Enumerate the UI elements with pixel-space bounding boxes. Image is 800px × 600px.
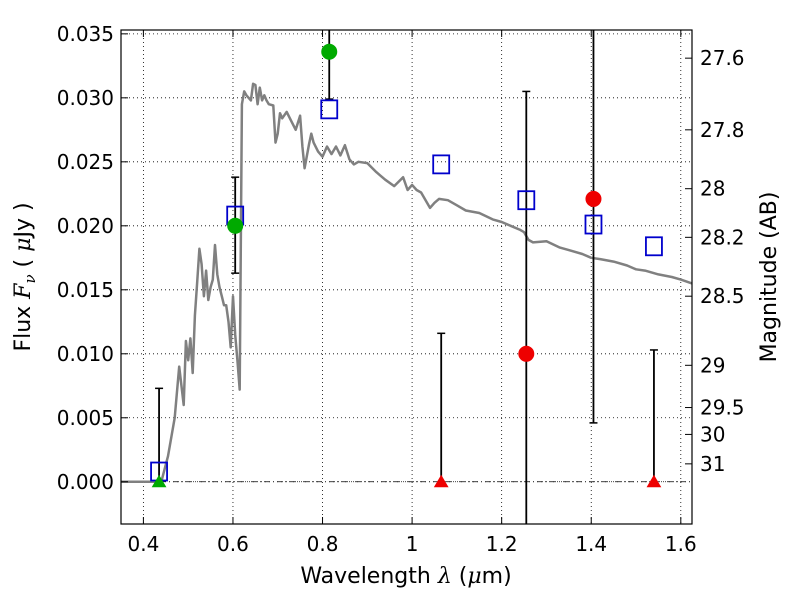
x-tick-label: 0.8 — [307, 532, 339, 556]
x-tick-label: 0.6 — [217, 532, 249, 556]
y2-tick-label: 27.8 — [700, 118, 745, 142]
model-spectrum-line — [121, 82, 693, 484]
observed-flux-point — [227, 217, 244, 234]
model-band-flux-square — [645, 236, 663, 257]
y2-tick-label: 28.2 — [700, 225, 745, 249]
y2-tick-label: 31 — [700, 452, 725, 476]
y-axis-label: Flux Fν ( μJy ) — [11, 202, 39, 351]
model-band-flux-square — [432, 154, 451, 175]
upper-limit-triangle — [433, 474, 449, 488]
observed-flux-point — [518, 345, 535, 362]
y-tick-label: 0.020 — [57, 214, 114, 238]
y-tick-label: 0.035 — [57, 22, 114, 46]
y2-axis-label: Magnitude (AB) — [757, 192, 782, 363]
x-tick-label: 1 — [406, 532, 419, 556]
x-tick-label: 1.6 — [665, 532, 697, 556]
x-tick-label: 0.4 — [127, 532, 159, 556]
observed-flux-point — [321, 43, 338, 60]
y2-tick-label: 30 — [700, 422, 725, 446]
model-band-flux-square — [584, 214, 603, 235]
x-axis-label: Wavelength λ (μm) — [300, 564, 511, 589]
y-tick-label: 0.015 — [57, 278, 114, 302]
plot-frame — [120, 29, 693, 525]
axis-ticks: 0.4 0.6 0.8 1 1.2 1.4 1.6 0.000 0.005 0.010 0.015 0… — [57, 22, 745, 556]
x-tick-label: 1.2 — [486, 532, 518, 556]
y2-tick-label: 28.5 — [700, 284, 745, 308]
y2-tick-label: 27.6 — [700, 46, 745, 70]
x-tick-label: 1.4 — [575, 532, 607, 556]
model-band-flux-square — [320, 99, 339, 120]
y2-tick-label: 29.5 — [700, 396, 745, 420]
model-band-flux-square — [517, 190, 536, 211]
y-tick-label: 0.030 — [57, 86, 114, 110]
y2-tick-label: 29 — [700, 353, 725, 377]
y-tick-label: 0.010 — [57, 342, 114, 366]
observed-flux-point — [585, 190, 602, 207]
y-tick-label: 0.000 — [57, 470, 114, 494]
upper-limit-triangle — [151, 474, 167, 488]
y-tick-label: 0.005 — [57, 406, 114, 430]
plot-area — [121, 30, 693, 524]
upper-limit-triangle — [646, 474, 662, 488]
y-tick-label: 0.025 — [57, 150, 114, 174]
y2-tick-label: 28 — [700, 177, 725, 201]
